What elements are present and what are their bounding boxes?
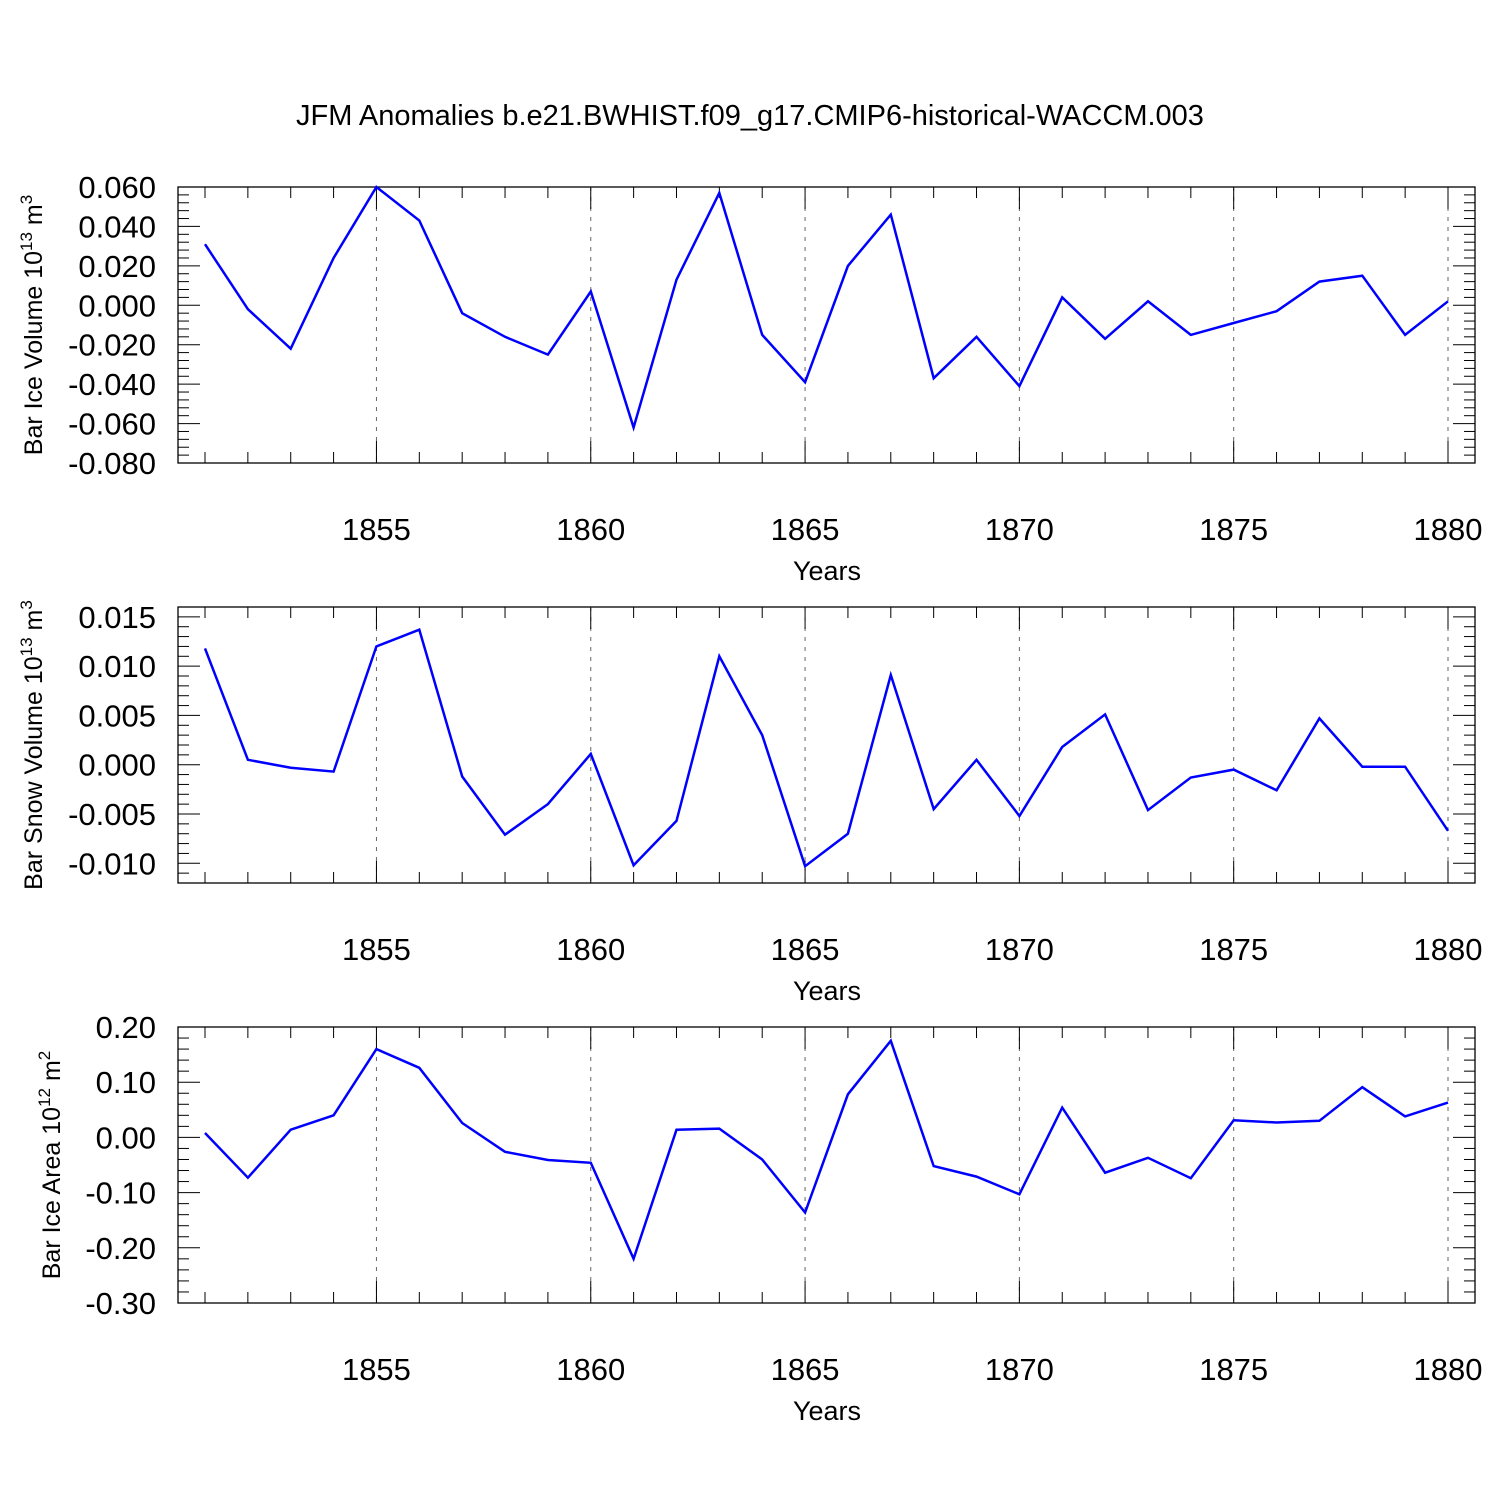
y-tick-label: 0.000 xyxy=(78,748,156,783)
y-tick-label: 0.20 xyxy=(96,1010,156,1045)
x-tick-label: 1870 xyxy=(985,512,1054,547)
y-tick-label: -0.20 xyxy=(85,1231,156,1266)
y-axis-label-unit-exponent: 3 xyxy=(17,600,36,609)
y-tick-label: 0.020 xyxy=(78,249,156,284)
y-tick-label: -0.080 xyxy=(68,446,156,481)
y-axis-label: Bar Ice Volume 1013 m3 xyxy=(17,195,48,455)
x-tick-label: 1860 xyxy=(556,1352,625,1387)
y-tick-label: 0.040 xyxy=(78,209,156,244)
x-tick-label: 1870 xyxy=(985,932,1054,967)
y-axis-label-exponent: 13 xyxy=(17,232,36,251)
y-axis-label-main: Bar Ice Volume 10 xyxy=(20,251,48,455)
figure-title: JFM Anomalies b.e21.BWHIST.f09_g17.CMIP6… xyxy=(296,100,1204,132)
x-tick-label: 1860 xyxy=(556,512,625,547)
y-axis-label-unit-exponent: 2 xyxy=(35,1051,54,1060)
x-axis-label: Years xyxy=(793,556,861,586)
y-tick-label: -0.10 xyxy=(85,1176,156,1211)
y-tick-label: 0.000 xyxy=(78,288,156,323)
y-tick-label: 0.060 xyxy=(78,170,156,205)
y-tick-label: 0.015 xyxy=(78,600,156,635)
x-axis-label: Years xyxy=(793,976,861,1006)
x-tick-label: 1865 xyxy=(771,512,840,547)
y-axis-label: Bar Ice Area 1012 m2 xyxy=(35,1051,66,1280)
plot-frame xyxy=(177,606,1476,884)
y-tick-label: -0.060 xyxy=(68,407,156,442)
series-line xyxy=(203,185,1449,432)
y-axis-label-unit-exponent: 3 xyxy=(17,195,36,204)
plot-frame xyxy=(177,186,1476,464)
x-axis-label: Years xyxy=(793,1396,861,1426)
y-tick-label: -0.040 xyxy=(68,367,156,402)
y-axis-label-exponent: 12 xyxy=(35,1088,54,1107)
y-axis-label-unit: m xyxy=(38,1060,66,1088)
y-tick-label: 0.00 xyxy=(96,1120,156,1155)
y-tick-label: 0.10 xyxy=(96,1065,156,1100)
y-axis-label-unit: m xyxy=(20,204,48,232)
y-axis-label-main: Bar Snow Volume 10 xyxy=(20,656,48,889)
series-line xyxy=(203,628,1450,869)
x-tick-label: 1870 xyxy=(985,1352,1054,1387)
x-tick-label: 1860 xyxy=(556,932,625,967)
panel-3: 1855 1860 1865 1870 1875 1880 Years -0.30 -0.20 -… xyxy=(35,1010,1482,1426)
y-tick-label: -0.005 xyxy=(68,797,156,832)
y-tick-label: -0.30 xyxy=(85,1286,156,1321)
panel-2: 1855 1860 1865 1870 1875 1880 Years -0.010 -0.00… xyxy=(17,600,1482,1006)
x-tick-label: 1880 xyxy=(1414,1352,1483,1387)
x-tick-label: 1875 xyxy=(1199,1352,1268,1387)
y-axis-label-exponent: 13 xyxy=(17,637,36,656)
panels: 1855 1860 1865 1870 1875 1880 Years -0.080 -0.06… xyxy=(17,170,1482,1426)
x-tick-label: 1855 xyxy=(342,932,411,967)
x-tick-label: 1865 xyxy=(771,1352,840,1387)
y-tick-label: 0.010 xyxy=(78,649,156,684)
y-tick-label: 0.005 xyxy=(78,698,156,733)
x-tick-label: 1855 xyxy=(342,1352,411,1387)
y-axis-label-unit: m xyxy=(20,610,48,638)
x-tick-label: 1875 xyxy=(1199,512,1268,547)
series-line xyxy=(204,1038,1449,1263)
y-tick-label: -0.020 xyxy=(68,328,156,363)
plot-frame xyxy=(177,1026,1476,1304)
y-axis-label: Bar Snow Volume 1013 m3 xyxy=(17,600,48,890)
x-tick-label: 1880 xyxy=(1414,932,1483,967)
x-tick-label: 1865 xyxy=(771,932,840,967)
x-tick-label: 1875 xyxy=(1199,932,1268,967)
x-tick-label: 1855 xyxy=(342,512,411,547)
y-axis-label-main: Bar Ice Area 10 xyxy=(38,1107,66,1279)
y-tick-label: -0.010 xyxy=(68,846,156,881)
x-tick-label: 1880 xyxy=(1414,512,1483,547)
panel-1: 1855 1860 1865 1870 1875 1880 Years -0.080 -0.06… xyxy=(17,170,1482,586)
